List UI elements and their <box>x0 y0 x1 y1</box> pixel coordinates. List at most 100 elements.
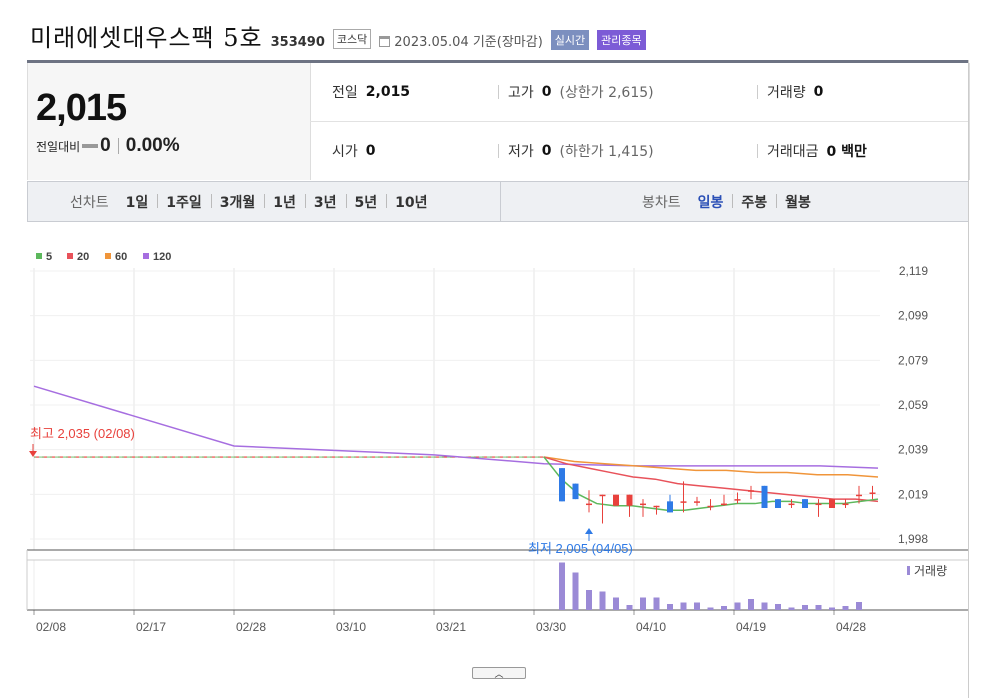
date-info: 2023.05.04 기준(장마감) <box>379 31 543 50</box>
volume-bar <box>694 602 700 610</box>
quote-panel: 2,015 전일대비 0 0.00% 전일 2,015 고가 0 (상한가 2,… <box>27 60 970 223</box>
x-tick-label: 03/30 <box>536 620 566 634</box>
legend-swatch <box>105 253 111 259</box>
upper-limit: (상한가 2,615) <box>559 85 654 101</box>
date-text: 2023.05.04 기준(장마감) <box>394 35 543 50</box>
low-value: 0 <box>541 143 552 159</box>
candle-body <box>721 503 727 506</box>
legend-label: 60 <box>115 251 127 263</box>
candle-body <box>748 490 754 492</box>
volume-cell: 거래량 0 <box>756 82 824 102</box>
candle-body <box>788 503 795 506</box>
x-tick-label: 02/17 <box>136 620 166 634</box>
line-tab-0[interactable]: 1일 <box>125 195 149 211</box>
line-tab-1[interactable]: 1주일 <box>157 192 211 212</box>
page-header: 미래에셋대우스팩 5호 353490 코스닥 2023.05.04 기준(장마감… <box>30 18 646 52</box>
candle-tab-2[interactable]: 월봉 <box>776 192 820 212</box>
volume-bar <box>640 597 646 610</box>
open-label: 시가 <box>332 144 358 160</box>
change-value: 0 <box>100 135 111 156</box>
volume-bar <box>842 606 849 610</box>
info-row-2: 시가 0 저가 0 (하한가 1,415) 거래대금 0 백만 <box>310 122 969 180</box>
change-label: 전일대비 <box>36 139 81 154</box>
candle-tab-0[interactable]: 일봉 <box>697 195 724 211</box>
amount-unit: 백만 <box>841 144 867 160</box>
realtime-badge[interactable]: 실시간 <box>550 30 590 50</box>
change-rate: 0.00% <box>125 135 180 156</box>
volume-bar <box>815 605 822 610</box>
volume-bar <box>761 602 768 610</box>
candle-body <box>856 494 862 497</box>
candle-body <box>775 499 781 508</box>
candle-body <box>829 499 835 508</box>
volume-bar <box>734 602 741 610</box>
candle-body <box>613 494 619 506</box>
open-cell: 시가 0 <box>332 141 376 161</box>
stock-name: 미래에셋대우스팩 5호 <box>30 24 263 52</box>
candle-tab-1[interactable]: 주봉 <box>732 192 776 212</box>
volume-bar <box>748 599 754 610</box>
stock-code: 353490 <box>270 35 325 50</box>
volume-bar <box>626 605 633 610</box>
collapse-chart-button[interactable]: ︿ <box>472 667 526 680</box>
volume-bar <box>707 607 714 610</box>
y-tick-label: 2,079 <box>898 353 928 367</box>
candle-body <box>694 501 700 503</box>
high-annotation: 최고 2,035 (02/08) <box>30 426 135 441</box>
candle-body <box>559 468 565 502</box>
x-tick-label: 03/21 <box>436 620 466 634</box>
info-grid: 전일 2,015 고가 0 (상한가 2,615) 거래량 0 시가 0 저가 … <box>310 63 970 180</box>
volume-legend-label: 거래량 <box>914 564 947 578</box>
candle-body <box>572 483 579 500</box>
candle-body <box>653 505 660 508</box>
candle-body <box>707 505 714 508</box>
low-cell: 저가 0 (하한가 1,415) <box>498 141 654 161</box>
y-tick-label: 2,099 <box>898 309 928 323</box>
legend-swatch <box>36 253 42 259</box>
high-arrow-head <box>29 451 37 457</box>
y-tick-label: 2,119 <box>899 264 928 278</box>
candle-body <box>802 499 808 508</box>
volume-bar <box>613 597 619 610</box>
volume-bar <box>802 605 808 610</box>
volume-bar <box>829 607 835 610</box>
candle-body <box>586 503 592 506</box>
low-annotation: 최저 2,005 (04/05) <box>528 541 633 556</box>
volume-bar <box>599 591 606 610</box>
line-tab-5[interactable]: 5년 <box>345 192 387 212</box>
amount-label: 거래대금 <box>767 144 819 160</box>
current-price: 2,015 <box>36 87 127 129</box>
lower-limit: (하한가 1,415) <box>559 144 654 160</box>
x-tick-label: 03/10 <box>336 620 366 634</box>
chevron-up-icon: ︿ <box>494 669 504 680</box>
divider <box>117 138 119 154</box>
y-tick-label: 1,998 <box>898 532 928 546</box>
high-value: 0 <box>541 84 552 100</box>
candle-chart-tabs: 봉차트 일봉 주봉 월봉 <box>642 182 820 222</box>
volume-bar <box>572 572 579 610</box>
amount-number: 0 <box>826 144 837 160</box>
low-arrow-head <box>585 528 593 534</box>
line-chart-tabs: 선차트 1일 1주일 3개월 1년 3년 5년 10년 <box>70 182 437 222</box>
line-chart-label: 선차트 <box>70 195 109 211</box>
line-tab-6[interactable]: 10년 <box>386 192 436 212</box>
tab-divider <box>500 182 501 222</box>
x-tick-label: 04/19 <box>736 620 766 634</box>
change-row: 전일대비 0 0.00% <box>36 135 180 157</box>
line-tab-3[interactable]: 1년 <box>264 192 305 212</box>
line-tab-4[interactable]: 3년 <box>304 192 346 212</box>
volume-bar <box>788 607 795 610</box>
line-tab-2[interactable]: 3개월 <box>210 192 265 212</box>
prev-close-value: 2,015 <box>365 84 411 100</box>
candle-body <box>761 485 768 508</box>
volume-label: 거래량 <box>767 85 806 101</box>
legend-swatch <box>67 253 73 259</box>
candle-chart-label: 봉차트 <box>642 195 681 211</box>
volume-bar <box>680 602 687 610</box>
candle-body <box>626 494 633 506</box>
volume-value: 0 <box>813 84 824 100</box>
low-label: 저가 <box>508 144 534 160</box>
ma20-line <box>543 456 879 503</box>
volume-bar <box>586 590 592 610</box>
